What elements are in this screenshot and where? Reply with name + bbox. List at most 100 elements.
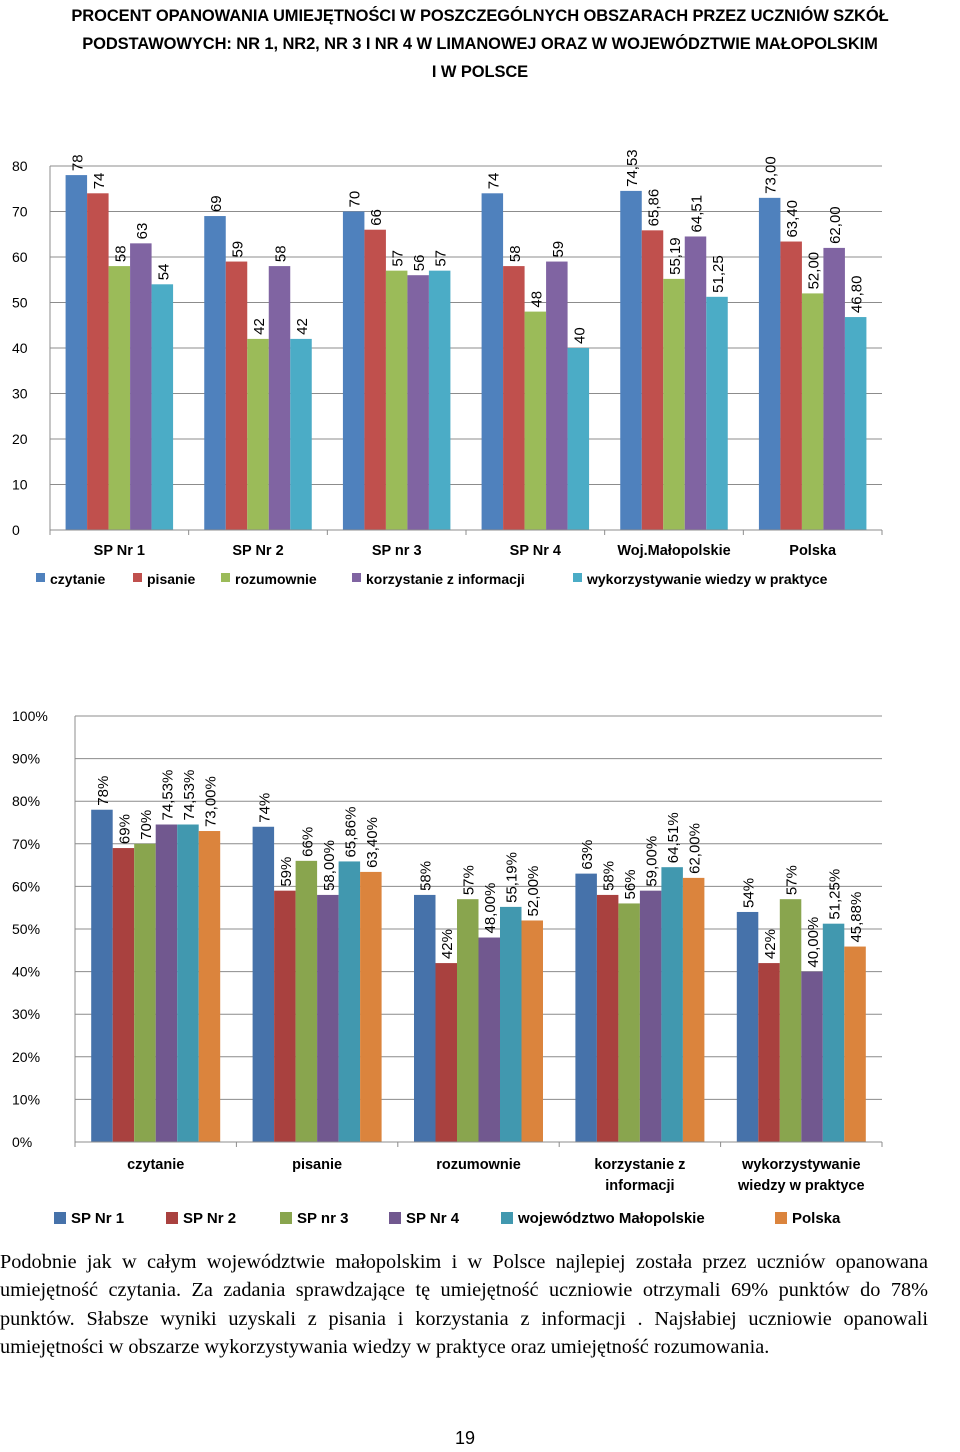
data-label: 63,40% <box>364 817 381 868</box>
title-line-2: PODSTAWOWYCH: NR 1, NR2, NR 3 I NR 4 W L… <box>82 35 878 53</box>
y-tick-label: 80% <box>12 793 40 809</box>
bar <box>801 971 823 1142</box>
data-label: 51,25% <box>827 869 844 920</box>
data-label: 58% <box>418 861 435 891</box>
data-label: 70% <box>138 810 155 840</box>
data-label: 63 <box>134 223 151 240</box>
data-label: 56 <box>411 255 428 272</box>
data-label: 57 <box>433 250 450 267</box>
y-tick-label: 50 <box>12 295 28 311</box>
x-tick-label: pisanie <box>292 1157 342 1173</box>
bar <box>524 311 547 530</box>
y-tick-label: 60 <box>12 249 28 265</box>
legend-label: SP Nr 2 <box>183 1210 236 1227</box>
bar <box>428 270 451 530</box>
data-label: 48,00% <box>482 883 499 934</box>
bar <box>338 861 361 1142</box>
legend-swatch <box>352 573 361 582</box>
y-tick-label: 20 <box>12 431 28 447</box>
legend-swatch <box>133 573 142 582</box>
data-label: 70 <box>347 191 364 208</box>
data-label: 73,00 <box>763 156 780 194</box>
bar <box>295 860 318 1142</box>
bar <box>780 241 802 530</box>
title-line-1: PROCENT OPANOWANIA UMIEJĘTNOŚCI W POSZCZ… <box>71 7 889 25</box>
data-label: 74,53 <box>624 149 641 187</box>
legend-swatch <box>166 1212 178 1224</box>
data-label: 69 <box>208 195 225 212</box>
bar <box>342 211 365 530</box>
legend-label: pisanie <box>147 571 195 587</box>
data-label: 78 <box>69 154 86 171</box>
x-tick-label: Woj.Małopolskie <box>617 543 730 559</box>
data-label: 56% <box>622 869 639 899</box>
legend-label: korzystanie z informacji <box>366 571 525 587</box>
bar <box>414 894 436 1142</box>
data-label: 62,00 <box>827 206 844 244</box>
bar <box>130 243 152 530</box>
bar <box>225 261 248 530</box>
data-label: 58% <box>601 861 618 891</box>
data-label: 66% <box>299 827 316 857</box>
legend-label: SP Nr 1 <box>71 1210 124 1227</box>
y-tick-label: 70 <box>12 204 28 220</box>
y-tick-label: 20% <box>12 1049 40 1065</box>
x-tick-label: rozumownie <box>436 1157 521 1173</box>
title-line-3: I W POLSCE <box>431 63 529 81</box>
data-label: 54 <box>155 264 172 281</box>
data-label: 42% <box>439 929 456 959</box>
bar <box>274 890 296 1142</box>
bar <box>457 899 479 1142</box>
page-title: PROCENT OPANOWANIA UMIEJĘTNOŚCI W POSZCZ… <box>0 0 960 86</box>
legend-label: wykorzystywanie wiedzy w praktyce <box>586 571 828 587</box>
bar <box>661 867 683 1142</box>
bar <box>736 911 759 1142</box>
legend-swatch <box>573 573 582 582</box>
chart-skills-by-school: 0% 10% 20% 30% 40% 50% 60% 70% 80% 90% 100% 78%69% 7… <box>12 708 883 1227</box>
data-label: 42% <box>762 929 779 959</box>
bar <box>682 877 705 1142</box>
legend-swatch <box>501 1212 513 1224</box>
bar <box>822 923 845 1142</box>
y-tick-label: 100% <box>12 708 48 724</box>
data-label: 45,88% <box>848 892 865 943</box>
data-label: 73,00% <box>202 776 219 827</box>
data-label: 58 <box>273 245 290 262</box>
bar <box>252 826 275 1142</box>
data-label: 62,00% <box>687 823 704 874</box>
data-label: 59,00% <box>644 836 661 887</box>
legend-label: rozumownie <box>235 571 317 587</box>
bar <box>204 216 226 531</box>
y-tick-label: 10% <box>12 1091 40 1107</box>
data-label: 74,53% <box>159 770 176 821</box>
bar <box>134 843 156 1142</box>
legend-label: województwo Małopolskie <box>517 1210 705 1227</box>
legend-swatch <box>54 1212 66 1224</box>
data-label: 40,00% <box>805 917 822 968</box>
data-label: 66 <box>368 209 385 226</box>
bar <box>575 873 597 1142</box>
bar <box>151 284 174 530</box>
bar <box>317 894 339 1142</box>
y-tick-label: 80 <box>12 158 28 174</box>
data-label: 48 <box>528 291 545 308</box>
data-label: 55,19% <box>504 852 521 903</box>
bar <box>758 197 781 530</box>
bar <box>823 247 845 530</box>
bar <box>546 261 568 530</box>
y-tick-label: 40% <box>12 964 40 980</box>
bar <box>481 193 504 531</box>
bar <box>706 296 728 530</box>
legend-swatch <box>36 573 45 582</box>
y-tick-label: 0 <box>12 522 20 538</box>
legend-label: Polska <box>792 1210 841 1227</box>
legend-swatch <box>775 1212 787 1224</box>
data-label: 54% <box>741 878 758 908</box>
data-label: 74,53% <box>181 770 198 821</box>
data-label: 58,00% <box>321 840 338 891</box>
y-tick-label: 60% <box>12 878 40 894</box>
bar <box>268 266 291 530</box>
data-label: 57% <box>461 865 478 895</box>
bar <box>290 338 312 530</box>
y-tick-label: 0% <box>12 1134 32 1150</box>
